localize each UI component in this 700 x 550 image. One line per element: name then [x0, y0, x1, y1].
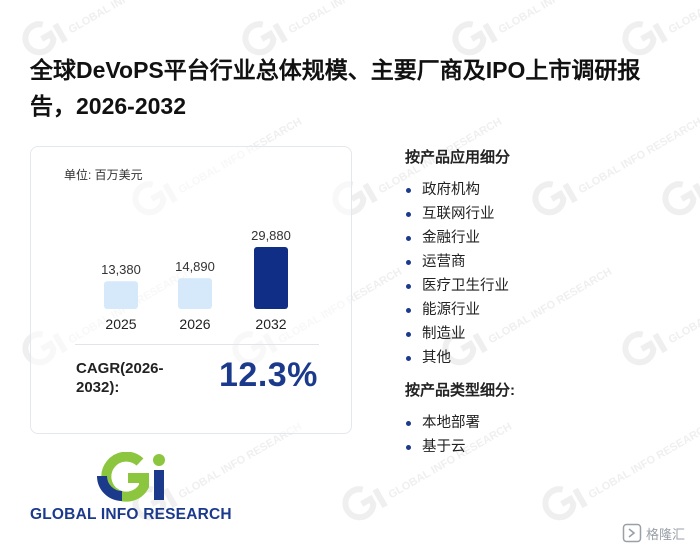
type-segment-item: 基于云 — [405, 435, 685, 459]
type-segment-item: 本地部署 — [405, 411, 685, 435]
unit-label: 单位: 百万美元 — [64, 168, 143, 182]
watermark-mark: GLOBAL INFO RESEARCH — [452, 0, 624, 56]
watermark-text: GLOBAL INFO RESEARCH — [496, 0, 624, 36]
type-segment-list: 本地部署 基于云 — [405, 411, 685, 459]
watermark-mark: GLOBAL INFO RESEARCH — [22, 0, 194, 56]
bar-2026 — [178, 278, 212, 309]
application-segment-item: 医疗卫生行业 — [405, 274, 685, 298]
application-segment-item: 能源行业 — [405, 298, 685, 322]
watermark-text: GLOBAL INFO RESEARCH — [66, 0, 194, 36]
cagr-label: CAGR(2026-2032): — [76, 360, 164, 396]
application-segment-title: 按产品应用细分 — [405, 149, 511, 166]
card-divider — [75, 344, 319, 345]
application-segment-item: 金融行业 — [405, 226, 685, 250]
segmentation-panel: 按产品应用细分 政府机构 互联网行业 金融行业 运营商 医疗卫生行业 能源行业 制造业 其他 … — [405, 148, 685, 459]
gelonghui-text: 格隆汇 — [646, 527, 686, 542]
gi-logo-icon — [97, 452, 165, 502]
gelonghui-icon — [622, 523, 642, 543]
bar-2025 — [104, 281, 138, 309]
category-label-2032: 2032 — [255, 316, 286, 332]
application-segment-item: 运营商 — [405, 250, 685, 274]
category-label-2025: 2025 — [105, 316, 136, 332]
application-segment-item: 政府机构 — [405, 178, 685, 202]
value-label-2025: 13,380 — [101, 262, 141, 277]
application-segment-item: 互联网行业 — [405, 202, 685, 226]
bar-chart: 13,380 2025 14,890 2026 29,880 2032 — [101, 228, 291, 332]
application-segment-item: 其他 — [405, 346, 685, 370]
watermark-text: GLOBAL INFO RESEARCH — [286, 0, 414, 36]
bar-2032 — [254, 247, 288, 309]
value-label-2032: 29,880 — [251, 228, 291, 243]
type-segment-title: 按产品类型细分: — [405, 382, 515, 399]
logo-text: GLOBAL INFO RESEARCH — [30, 506, 232, 523]
company-logo: GLOBAL INFO RESEARCH — [30, 452, 240, 532]
application-segment-item: 制造业 — [405, 322, 685, 346]
gelonghui-mark: 格隆汇 — [622, 521, 694, 545]
category-label-2026: 2026 — [179, 316, 210, 332]
watermark-mark: GLOBAL INFO RESEARCH — [622, 0, 700, 56]
watermark-text: GLOBAL INFO RESEARCH — [666, 0, 700, 36]
application-segment-list: 政府机构 互联网行业 金融行业 运营商 医疗卫生行业 能源行业 制造业 其他 — [405, 178, 685, 370]
watermark-mark: GLOBAL INFO RESEARCH — [242, 0, 414, 56]
value-label-2026: 14,890 — [175, 259, 215, 274]
cagr-value: 12.3% — [219, 356, 318, 394]
page-title: 全球DeVoPS平台行业总体规模、主要厂商及IPO上市调研报告，2026-203… — [30, 57, 641, 119]
market-size-card: 单位: 百万美元 13,380 2025 14,890 2026 29,880 2032 … — [30, 146, 352, 434]
